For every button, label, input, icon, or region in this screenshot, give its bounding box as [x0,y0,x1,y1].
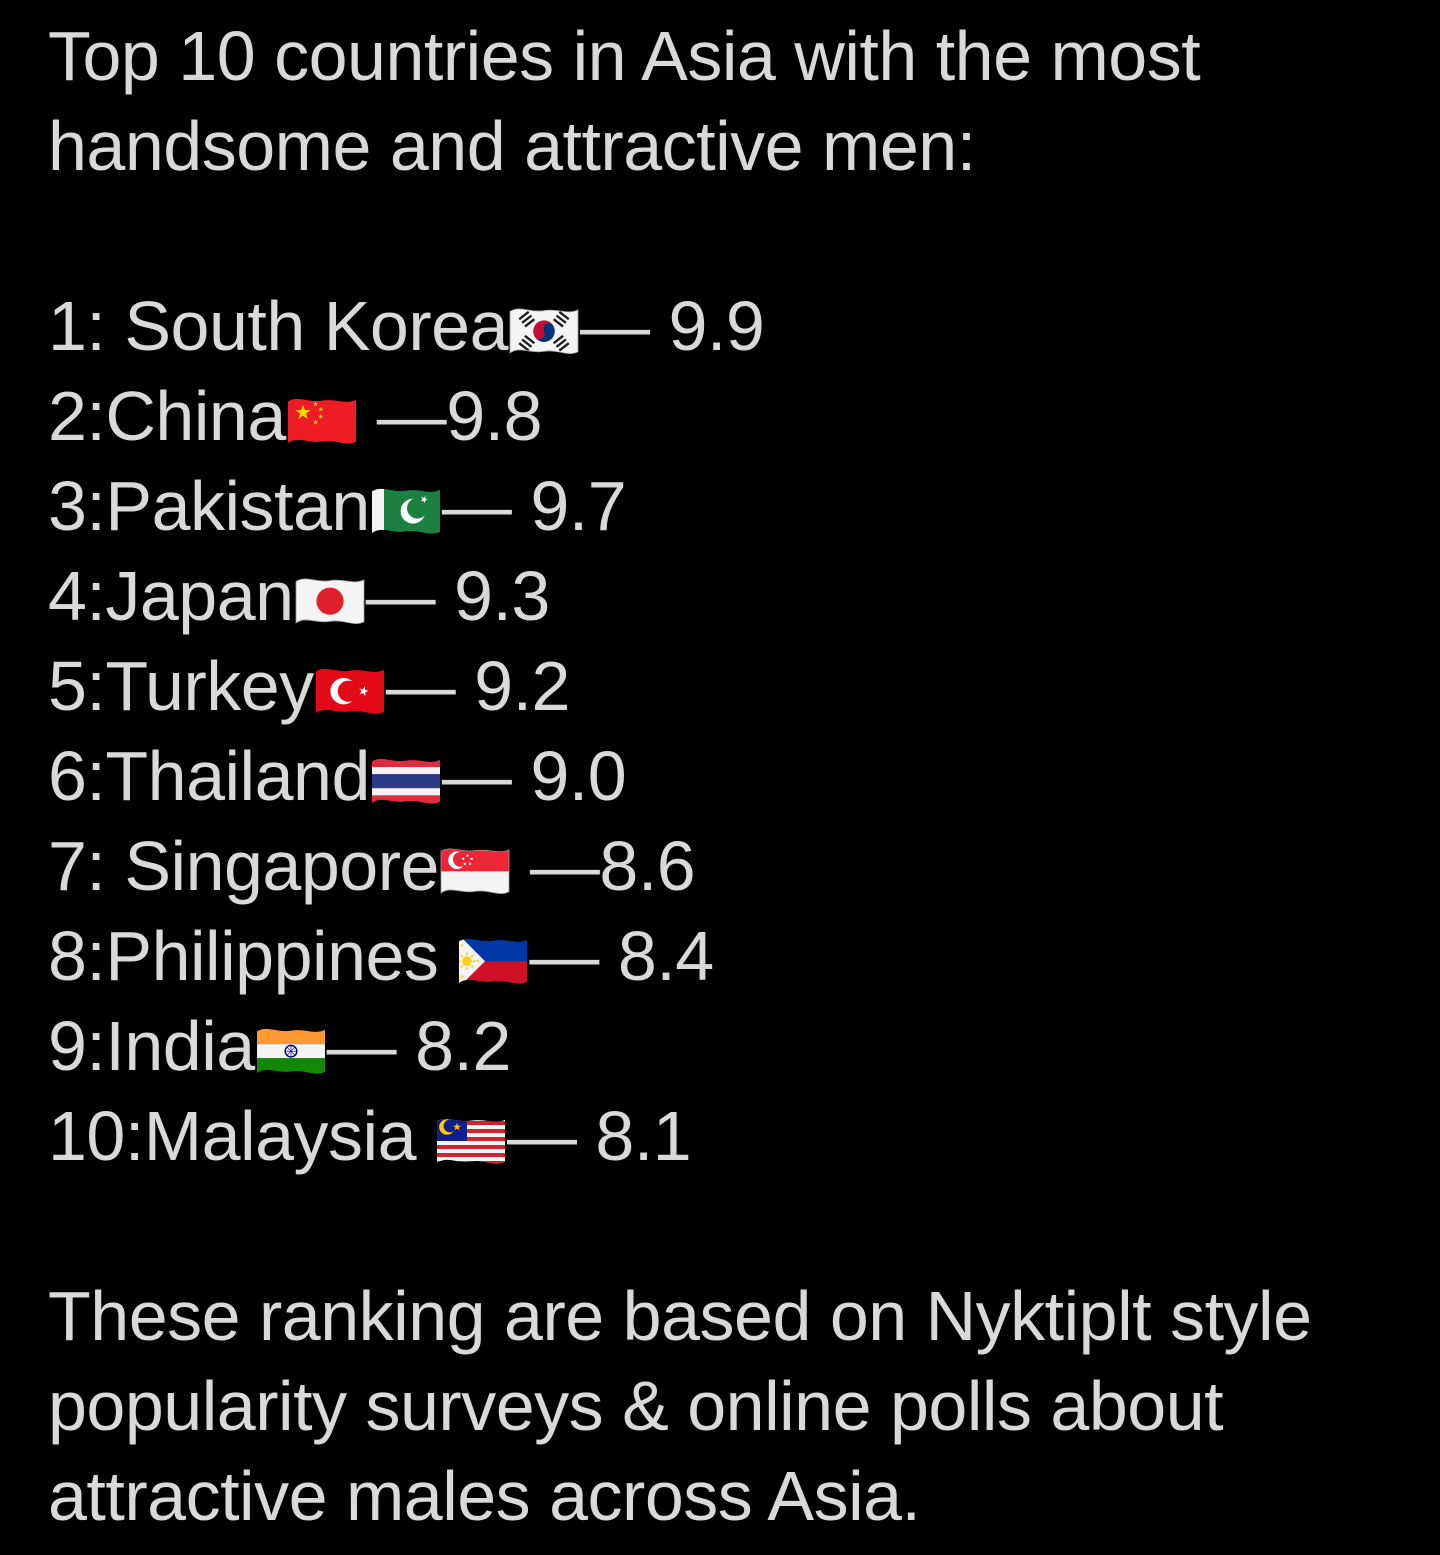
ranking-text: 3:Pakistan [48,467,370,545]
flag-malaysia-icon [436,1118,505,1164]
ranking-score: — 9.7 [441,467,627,545]
ranking-text: 8:Philippines [48,917,458,995]
ranking-score: — 8.4 [529,917,714,995]
ranking-row-5: 5:Turkey — 9.2 [48,641,1410,731]
ranking-text: 7: Singapore [48,827,439,905]
blank-line [48,1181,1410,1271]
ranking-row-3: 3:Pakistan — 9.7 [48,461,1410,551]
flag-china-icon [287,398,356,444]
ranking-row-10: 10:Malaysia — 8.1 [48,1091,1410,1181]
flag-philippines-icon [459,938,528,984]
ranking-row-7: 7: Singapore —8.6 [48,821,1410,911]
ranking-row-1: 1: South Korea — 9.9 [48,281,1410,371]
flag-thailand-icon [371,758,440,804]
ranking-row-9: 9:India — 8.2 [48,1001,1410,1091]
post-footer: These ranking are based on Nyktiplt styl… [48,1277,1312,1535]
ranking-score: —9.8 [357,377,543,455]
ranking-text: 10:Malaysia [48,1097,435,1175]
flag-turkey-icon [315,668,384,714]
flag-india-icon [256,1028,325,1074]
flag-singapore-icon [440,848,510,894]
ranking-text: 6:Thailand [48,737,370,815]
ranking-score: — 9.9 [580,287,765,365]
ranking-score: — 9.2 [385,647,571,725]
flag-south-korea-icon [509,308,579,354]
ranking-score: — 8.2 [326,1007,512,1085]
blank-line [48,191,1410,281]
ranking-text: 2:China [48,377,286,455]
ranking-text: 4:Japan [48,557,294,635]
ranking-text: 1: South Korea [48,287,509,365]
flag-pakistan-icon [371,488,440,534]
ranking-score: —8.6 [510,827,696,905]
ranking-row-8: 8:Philippines — 8.4 [48,911,1410,1001]
ranking-row-6: 6:Thailand — 9.0 [48,731,1410,821]
flag-japan-icon [295,578,365,624]
ranking-score: — 8.1 [506,1097,692,1175]
ranking-score: — 9.0 [441,737,627,815]
ranking-text: 9:India [48,1007,255,1085]
ranking-score: — 9.3 [365,557,551,635]
ranking-row-4: 4:Japan — 9.3 [48,551,1410,641]
post-title: Top 10 countries in Asia with the most h… [48,17,1201,185]
ranking-text: 5:Turkey [48,647,314,725]
ranking-row-2: 2:China —9.8 [48,371,1410,461]
